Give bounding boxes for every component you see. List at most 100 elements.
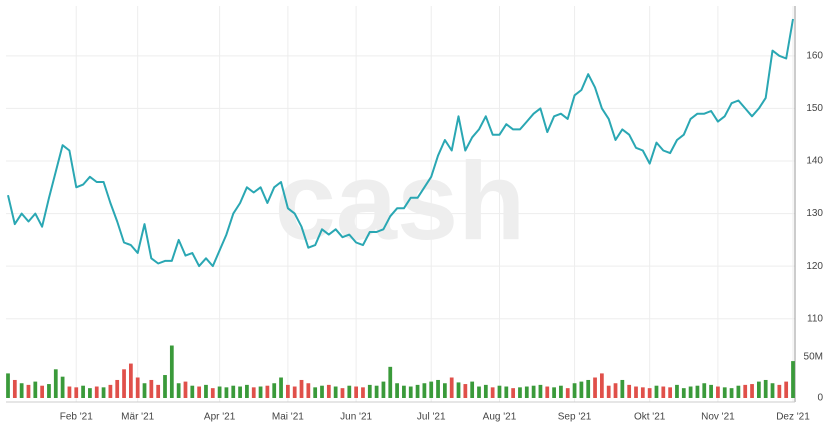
y-tick-label: 160 — [806, 50, 823, 61]
volume-bar — [511, 388, 516, 398]
volume-bar — [620, 379, 625, 398]
volume-bar — [142, 383, 147, 398]
volume-bar — [156, 384, 161, 398]
volume-bar — [33, 381, 38, 398]
volume-bar — [210, 388, 215, 398]
volume-bar — [94, 386, 99, 398]
volume-bar — [169, 345, 174, 398]
volume-bar — [272, 383, 277, 398]
volume-bar — [791, 361, 795, 398]
volume-bar — [238, 386, 242, 398]
volume-bar — [627, 384, 632, 398]
y-tick-label: 130 — [806, 208, 823, 219]
price-line — [7, 18, 794, 268]
volume-bar — [67, 386, 72, 398]
volume-bar — [81, 385, 85, 398]
volume-bar — [197, 386, 202, 398]
volume-bar — [47, 384, 51, 398]
volume-bar — [695, 385, 700, 398]
volume-bar — [668, 387, 673, 398]
volume-bar — [716, 386, 720, 398]
volume-bar — [497, 385, 502, 398]
volume-bar — [245, 384, 249, 398]
volume-bar — [524, 386, 529, 398]
volume-bar — [422, 383, 427, 398]
volume-bar — [681, 388, 686, 398]
volume-bar — [456, 382, 461, 398]
volume-bar — [333, 386, 338, 398]
volume-bar — [477, 386, 481, 398]
volume-bar — [183, 381, 188, 398]
volume-bar — [770, 383, 775, 398]
volume-bar — [572, 383, 577, 398]
volume-bar — [688, 386, 693, 398]
volume-bar — [60, 376, 65, 398]
volume-bar — [436, 379, 440, 398]
volume-bar — [531, 385, 536, 398]
volume-bar — [19, 383, 24, 398]
volume-bar — [251, 387, 256, 398]
volume-bar — [6, 373, 10, 398]
volume-bar — [326, 384, 331, 398]
x-tick-label: Jul '21 — [417, 412, 446, 423]
volume-bar — [285, 384, 290, 398]
volume-bar — [661, 386, 666, 398]
volume-bar — [347, 385, 352, 398]
volume-bar — [217, 386, 222, 398]
volume-bar — [306, 383, 311, 398]
volume-bar — [395, 383, 399, 398]
volume-bar — [634, 386, 638, 398]
volume-bar — [729, 388, 734, 398]
volume-bar — [163, 375, 167, 398]
x-tick-label: Dez '21 — [776, 412, 810, 423]
volume-bar — [736, 385, 741, 398]
volume-bar — [483, 384, 488, 398]
volume-bar — [709, 384, 713, 398]
volume-bar — [545, 386, 550, 398]
volume-bar — [374, 385, 379, 398]
volume-bar — [442, 383, 447, 398]
x-tick-label: Mär '21 — [121, 412, 154, 423]
volume-bar — [26, 384, 31, 398]
x-tick-label: Sep '21 — [558, 412, 592, 423]
volume-bar — [675, 384, 679, 398]
volume-bar — [750, 384, 754, 398]
volume-bar — [402, 385, 406, 398]
volume-bar — [559, 385, 563, 398]
volume-bar — [40, 385, 45, 398]
volume-bar — [279, 377, 283, 398]
volume-bar — [388, 366, 393, 398]
volume-bar — [599, 373, 604, 398]
watermark: cash — [275, 140, 526, 263]
volume-bar — [552, 387, 556, 398]
volume-bar — [224, 387, 229, 398]
volume-bar — [463, 384, 468, 398]
volume-bar — [654, 385, 659, 398]
volume-bar — [101, 387, 106, 398]
volume-bar — [763, 379, 768, 398]
volume-bar — [606, 385, 611, 398]
volume-bar — [504, 386, 509, 398]
x-tick-label: Feb '21 — [60, 412, 93, 423]
volume-bar — [381, 381, 386, 398]
volume-bar — [231, 385, 236, 398]
volume-bar — [756, 381, 761, 398]
y-tick-label: 140 — [806, 156, 823, 167]
volume-bar — [88, 388, 92, 398]
volume-bar — [354, 386, 359, 398]
volume-bar — [415, 384, 420, 398]
volume-bar — [579, 381, 584, 398]
volume-bar — [640, 387, 645, 398]
x-tick-label: Mai '21 — [272, 412, 304, 423]
volume-bar — [149, 379, 154, 398]
volume-bar — [128, 363, 133, 398]
volume-bar — [586, 379, 591, 398]
volume-bar — [122, 369, 126, 398]
y-tick-label: 120 — [806, 261, 823, 272]
volume-bar — [320, 385, 324, 398]
volume-bar — [108, 384, 113, 398]
x-tick-label: Apr '21 — [204, 412, 236, 423]
y-tick-label: 150 — [806, 103, 823, 114]
volume-bar — [593, 377, 597, 398]
